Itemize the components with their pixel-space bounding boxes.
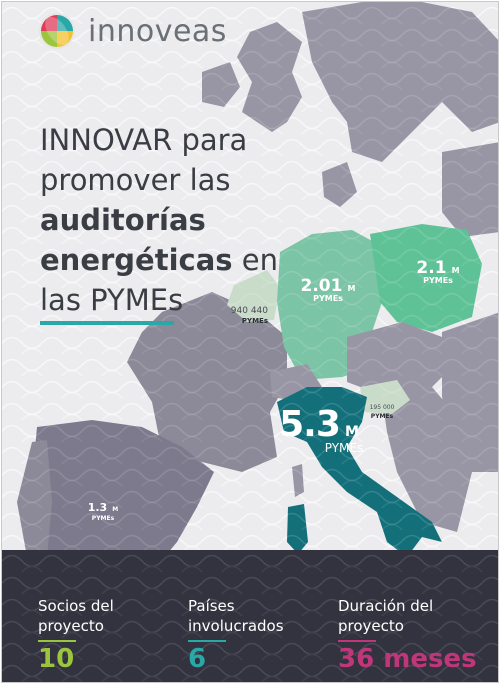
poland-sub: PYMEs — [423, 276, 453, 285]
label-poland: 2.1 M PYMEs — [398, 258, 478, 285]
label-spain: 1.3 M PYMEs — [78, 496, 128, 522]
headline-line-4-rest: en — [232, 243, 278, 277]
headline-line-5: las PYMEs — [40, 283, 184, 317]
stat-duration: Duración del proyecto 36 meses — [338, 596, 477, 674]
stat-countries-label-2: involucrados — [188, 617, 284, 635]
stat-duration-rule — [338, 640, 376, 642]
belgium-value: 940 440 — [230, 306, 268, 316]
brand-name: innoveas — [88, 13, 227, 49]
headline: INNOVAR para promover las auditorías ene… — [40, 120, 280, 320]
stat-partners-label-2: proyecto — [38, 617, 104, 635]
stat-partners: Socios del proyecto 10 — [38, 596, 114, 674]
stat-countries: Países involucrados 6 — [188, 596, 284, 674]
stat-countries-rule — [188, 640, 226, 642]
stats-wave-pattern — [2, 550, 498, 682]
stat-countries-label-1: Países — [188, 597, 235, 615]
innoveas-logo-icon — [39, 13, 75, 49]
headline-bold-2: energéticas — [40, 243, 233, 277]
stat-partners-value: 10 — [38, 644, 75, 674]
headline-line-1: INNOVAR para — [40, 123, 248, 157]
headline-line-2: promover las — [40, 163, 231, 197]
italy-unit: M — [344, 424, 359, 440]
label-italy: 5.3 M PYMEs — [264, 404, 374, 455]
stats-band: Socios del proyecto 10 Países involucrad… — [2, 550, 498, 682]
slovenia-sub: PYMEs — [370, 413, 394, 420]
stat-partners-rule — [38, 640, 76, 642]
spain-value: 1.3 — [87, 501, 108, 514]
poland-unit: M — [451, 266, 460, 275]
label-germany: 2.01 M PYMEs — [288, 276, 368, 303]
slovenia-value: 195 000 — [369, 404, 395, 411]
italy-value: 5.3 — [279, 404, 341, 445]
label-belgium: 940 440 PYMEs — [212, 298, 268, 325]
stat-duration-label-2: proyecto — [338, 617, 404, 635]
germany-value: 2.01 — [300, 276, 343, 296]
stat-partners-label-1: Socios del — [38, 597, 114, 615]
brand-logo[interactable]: innoveas — [38, 12, 227, 50]
germany-sub: PYMEs — [313, 294, 343, 303]
poland-value: 2.1 — [416, 258, 447, 278]
germany-unit: M — [347, 284, 356, 293]
belgium-sub: PYMEs — [241, 317, 268, 325]
label-slovenia: 195 000 PYMEs — [362, 394, 402, 420]
headline-line-4: energéticas en — [40, 240, 280, 280]
spain-sub: PYMEs — [91, 515, 115, 522]
headline-line-3: auditorías — [40, 200, 280, 240]
italy-sub: PYMEs — [324, 441, 364, 455]
headline-underline — [40, 321, 174, 325]
stat-countries-value: 6 — [188, 644, 207, 674]
stat-duration-value: 36 meses — [338, 644, 477, 674]
stat-duration-label-1: Duración del — [338, 597, 434, 615]
headline-bold-1: auditorías — [40, 203, 206, 237]
spain-unit: M — [112, 506, 119, 513]
